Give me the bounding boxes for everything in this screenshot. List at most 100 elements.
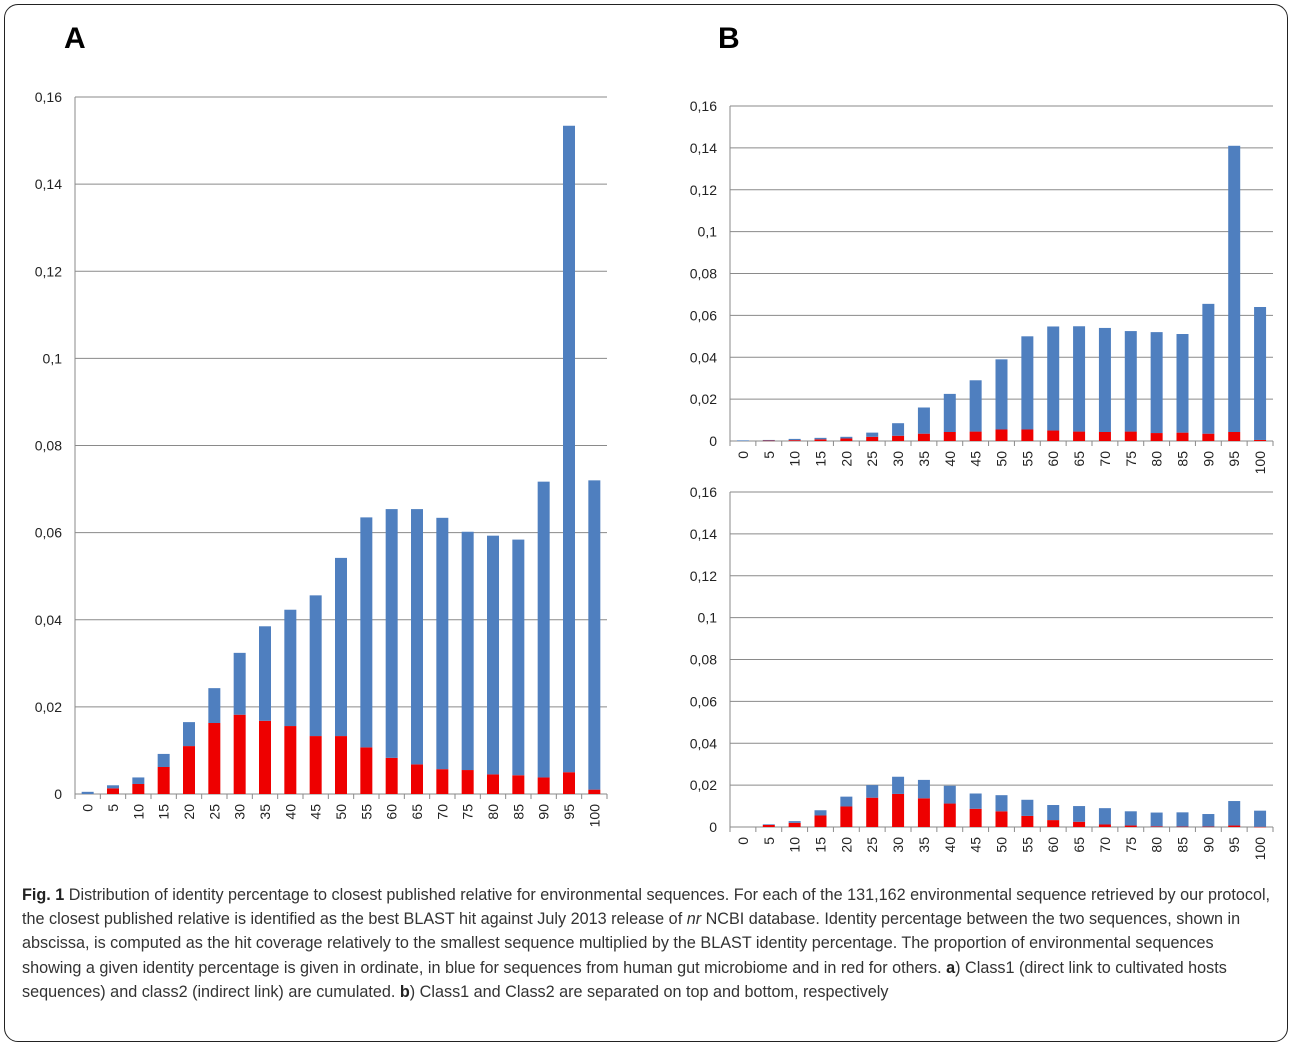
a-ytick-label: 0,04 [35, 612, 62, 628]
btop-xtick-label: 20 [838, 451, 854, 467]
btop-ytick-label: 0,14 [690, 140, 717, 156]
a-ytick-label: 0,1 [43, 350, 63, 366]
bbot-bar-red-90 [1202, 826, 1215, 828]
a-bar-blue-30 [233, 652, 246, 715]
btop-xtick-label: 35 [916, 451, 932, 467]
btop-bar-red-5 [762, 440, 775, 442]
a-ytick-label: 0,16 [35, 89, 62, 105]
btop-ytick-label: 0,16 [690, 98, 717, 114]
bbot-bar-blue-10 [788, 821, 801, 823]
bbot-bar-red-50 [995, 811, 1008, 827]
btop-xtick-label: 50 [994, 451, 1010, 467]
bbot-xtick-label: 35 [916, 837, 932, 853]
a-xtick-label: 60 [384, 804, 400, 820]
btop-xtick-label: 95 [1226, 451, 1242, 467]
bbot-bar-red-35 [917, 798, 930, 827]
a-bar-red-65 [411, 764, 423, 794]
bbot-ytick-label: 0,06 [690, 693, 717, 709]
btop-ytick-label: 0 [709, 433, 717, 449]
btop-ytick-label: 0,1 [698, 224, 718, 240]
btop-bar-blue-50 [995, 359, 1008, 430]
bbot-ytick-label: 0,1 [698, 610, 718, 626]
btop-bar-red-20 [840, 438, 853, 441]
bbot-bar-blue-50 [995, 795, 1008, 812]
figure-caption: Fig. 1 Distribution of identity percenta… [22, 883, 1277, 1004]
btop-bar-red-80 [1150, 433, 1163, 441]
bbot-xtick-label: 100 [1252, 837, 1268, 861]
a-xtick-label: 65 [409, 804, 425, 820]
btop-xtick-label: 10 [787, 451, 803, 467]
bbot-bar-red-30 [892, 793, 905, 827]
bbot-xtick-label: 90 [1200, 837, 1216, 853]
bbot-bar-blue-75 [1124, 811, 1137, 826]
btop-bar-blue-90 [1202, 303, 1215, 434]
btop-bar-red-65 [1073, 431, 1086, 441]
bbot-ytick-label: 0,04 [690, 735, 717, 751]
caption-b-text: ) Class1 and Class2 are separated on top… [409, 982, 889, 1001]
bbot-bar-red-5 [762, 824, 775, 827]
a-xtick-label: 45 [308, 804, 324, 820]
a-bar-blue-25 [208, 688, 221, 723]
btop-bar-blue-0 [736, 440, 749, 441]
bbot-xtick-label: 80 [1149, 837, 1165, 853]
btop-bar-red-50 [995, 429, 1008, 441]
a-bar-blue-35 [259, 626, 271, 721]
a-bar-red-45 [309, 736, 322, 794]
a-bar-red-95 [563, 772, 575, 794]
bbot-bar-red-100 [1254, 826, 1267, 828]
a-xtick-label: 85 [510, 804, 526, 820]
caption-a-text: ) Class1 (direct link to cultivated host… [22, 958, 1227, 1001]
a-xtick-label: 15 [156, 804, 172, 820]
bbot-bar-blue-30 [892, 776, 905, 794]
btop-bar-blue-25 [866, 432, 879, 437]
bbot-bar-blue-45 [969, 793, 982, 809]
bbot-ytick-label: 0 [709, 819, 717, 835]
caption-nr-italic: nr [686, 910, 702, 929]
a-xtick-label: 50 [333, 804, 349, 820]
btop-ytick-label: 0,08 [690, 266, 717, 282]
a-bar-blue-50 [335, 557, 347, 737]
bbot-xtick-label: 10 [787, 837, 803, 853]
btop-xtick-label: 85 [1175, 451, 1191, 467]
btop-bar-red-85 [1176, 432, 1189, 441]
bbot-bar-blue-55 [1021, 799, 1034, 816]
btop-xtick-label: 5 [761, 451, 777, 459]
btop-xtick-label: 15 [813, 451, 829, 467]
btop-bar-red-15 [814, 439, 827, 441]
btop-bar-red-35 [917, 433, 930, 441]
a-bar-blue-20 [183, 722, 195, 747]
a-ytick-label: 0 [54, 786, 62, 802]
btop-bar-blue-15 [814, 437, 827, 440]
btop-bar-red-100 [1254, 439, 1267, 441]
btop-xtick-label: 60 [1045, 451, 1061, 467]
a-bar-red-20 [183, 746, 195, 794]
a-bar-blue-85 [512, 539, 525, 776]
btop-bar-red-25 [866, 436, 879, 441]
caption-b-label: b [399, 982, 410, 1001]
a-xtick-label: 75 [460, 804, 476, 820]
bbot-bar-red-20 [840, 806, 853, 827]
btop-bar-blue-60 [1047, 326, 1060, 431]
bbot-bar-blue-80 [1150, 812, 1163, 827]
bbot-xtick-label: 60 [1045, 837, 1061, 853]
btop-xtick-label: 100 [1252, 451, 1268, 475]
a-bar-blue-45 [309, 595, 322, 737]
a-bar-blue-60 [385, 509, 398, 758]
a-xtick-label: 30 [232, 804, 248, 820]
btop-ytick-label: 0,04 [690, 349, 717, 365]
a-ytick-label: 0,06 [35, 525, 62, 541]
btop-xtick-label: 80 [1149, 451, 1165, 467]
bbot-bar-blue-40 [943, 785, 956, 804]
caption-fig-label: Fig. 1 [22, 886, 65, 904]
btop-bar-red-70 [1098, 431, 1111, 441]
bbot-xtick-label: 15 [813, 837, 829, 853]
btop-ytick-label: 0,12 [690, 182, 717, 198]
bbot-ytick-label: 0,16 [690, 484, 717, 500]
bbot-xtick-label: 65 [1071, 837, 1087, 853]
a-xtick-label: 10 [130, 804, 146, 820]
btop-bar-blue-20 [840, 436, 853, 439]
a-xtick-label: 95 [561, 804, 577, 820]
bbot-bar-red-65 [1073, 821, 1086, 827]
a-bar-blue-90 [537, 481, 550, 778]
